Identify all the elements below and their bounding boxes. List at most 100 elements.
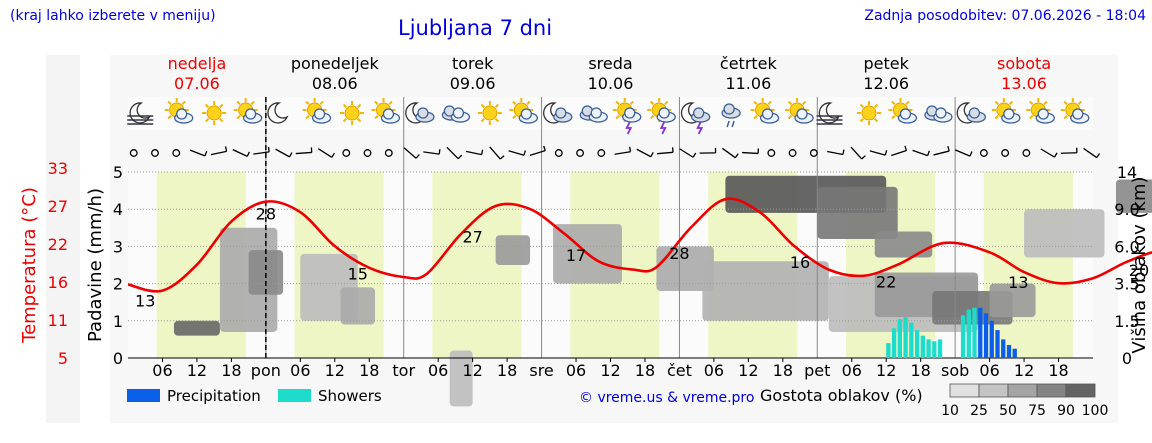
sun-ray (305, 114, 310, 120)
temperature-line (127, 197, 1152, 293)
sun-ray (650, 100, 655, 106)
sun-ray (802, 100, 807, 106)
day-date: 08.06 (312, 74, 358, 93)
x-hour-label: 18 (1048, 361, 1068, 380)
sun-ray (526, 100, 531, 106)
wind-barb (1040, 148, 1055, 158)
sun-cloud-icon (785, 98, 814, 124)
shower-bar (966, 309, 971, 358)
wind-barb-flag (947, 146, 950, 152)
day-date: 09.06 (450, 74, 496, 93)
sun-ray (342, 103, 348, 109)
sun-cloud-icon (509, 98, 538, 124)
wind-barb (189, 149, 206, 157)
cloud-puff (935, 107, 947, 119)
wind-barb (489, 146, 501, 160)
sun-ray (1077, 100, 1082, 106)
wind-barb (275, 148, 290, 158)
x-day-label: sob (941, 361, 969, 380)
sun-cloud-icon (302, 98, 332, 124)
temperature-axis-label: Temperatura (°C) (19, 187, 40, 344)
wind-barb-flag (480, 149, 484, 155)
moon-cloud-icon (956, 102, 987, 124)
sun-disc (206, 105, 222, 121)
moon-shape (267, 102, 289, 124)
sun-ray (181, 100, 186, 106)
cloud-area (340, 287, 375, 325)
sun-ray (236, 114, 241, 120)
temperature-label: 17 (566, 246, 586, 265)
moon-cloud-icon (543, 102, 573, 124)
shower-bar (903, 317, 908, 358)
wind-calm (363, 149, 372, 157)
cloud-area (495, 235, 531, 265)
cloud-area (874, 231, 933, 258)
cloud-scale-swatch (1065, 383, 1096, 398)
sun-icon (340, 101, 365, 125)
sun-ray (305, 100, 310, 106)
precipitation-bar (989, 320, 994, 358)
moon-thunder-icon (680, 102, 711, 135)
wind-barb-flag (1096, 153, 1101, 158)
shower-bar (937, 339, 943, 358)
wind-barb-flag (457, 154, 463, 160)
sun-ray (873, 117, 879, 123)
day-date: 07.06 (174, 74, 220, 93)
wind-barb (1083, 147, 1098, 159)
cloud-puff (1072, 108, 1084, 120)
cloud-area (656, 246, 714, 292)
lightning-bolt (696, 121, 704, 135)
precip-tick: 1 (113, 312, 123, 331)
wind-barb-flag (246, 151, 250, 157)
x-hour-label: 12 (738, 361, 758, 380)
temperature-label: 28 (669, 244, 689, 263)
wind-barb-flag (415, 154, 420, 159)
shower-bar (972, 307, 977, 358)
precip-tick: 3 (113, 237, 123, 256)
wind-calm (767, 149, 776, 157)
cloud-scale: 10 25 50 75 90 100 (941, 383, 1108, 419)
day-name: torek (452, 54, 494, 73)
sun-ray (664, 100, 669, 106)
cloud-puff (624, 107, 636, 119)
sun-ray (356, 117, 362, 123)
wind-barb (614, 151, 631, 155)
day-name: sobota (997, 54, 1051, 73)
sun-ray (629, 100, 634, 106)
wind-barb (465, 150, 482, 156)
daylight-band (983, 172, 1073, 358)
sun-ray (494, 103, 500, 109)
rain-icon (721, 103, 741, 128)
sun-icon (202, 101, 227, 125)
temperature-tick: 11 (48, 311, 68, 330)
moon-wind-icon (127, 102, 154, 125)
precipitation-bar (995, 330, 1000, 358)
x-hour-label: 12 (600, 361, 620, 380)
x-hour-label: 12 (462, 361, 482, 380)
cloud-area (989, 283, 1036, 318)
sun-ray (204, 117, 210, 123)
wind-barb-flag (331, 152, 335, 158)
x-hour-label: 18 (497, 361, 517, 380)
wind-calm (1022, 149, 1031, 157)
cloud-area (702, 261, 829, 321)
wind-barb (423, 151, 440, 155)
rain-drop (726, 120, 730, 128)
sun-icon (856, 101, 881, 125)
shower-bar (886, 343, 891, 358)
sun-ray (891, 100, 896, 106)
wind-barb (721, 147, 736, 159)
x-hour-label: 12 (1014, 361, 1034, 380)
temperature-label: 13 (135, 292, 155, 311)
wind-row (129, 145, 1101, 160)
legend-precipitation-label: Precipitation (167, 387, 261, 405)
wind-barb (508, 150, 525, 156)
wind-barb-flag (969, 151, 973, 157)
x-hour-label: 18 (359, 361, 379, 380)
wind-calm (554, 149, 563, 157)
x-hour-label: 06 (290, 361, 310, 380)
day-date: 10.06 (588, 74, 634, 93)
temperature-label: 13 (1008, 273, 1028, 292)
x-axis: 06 12 18 06 12 18 pon 06 12 18 tor 06 12 18 sre 06 12 18 č… (152, 358, 1069, 380)
